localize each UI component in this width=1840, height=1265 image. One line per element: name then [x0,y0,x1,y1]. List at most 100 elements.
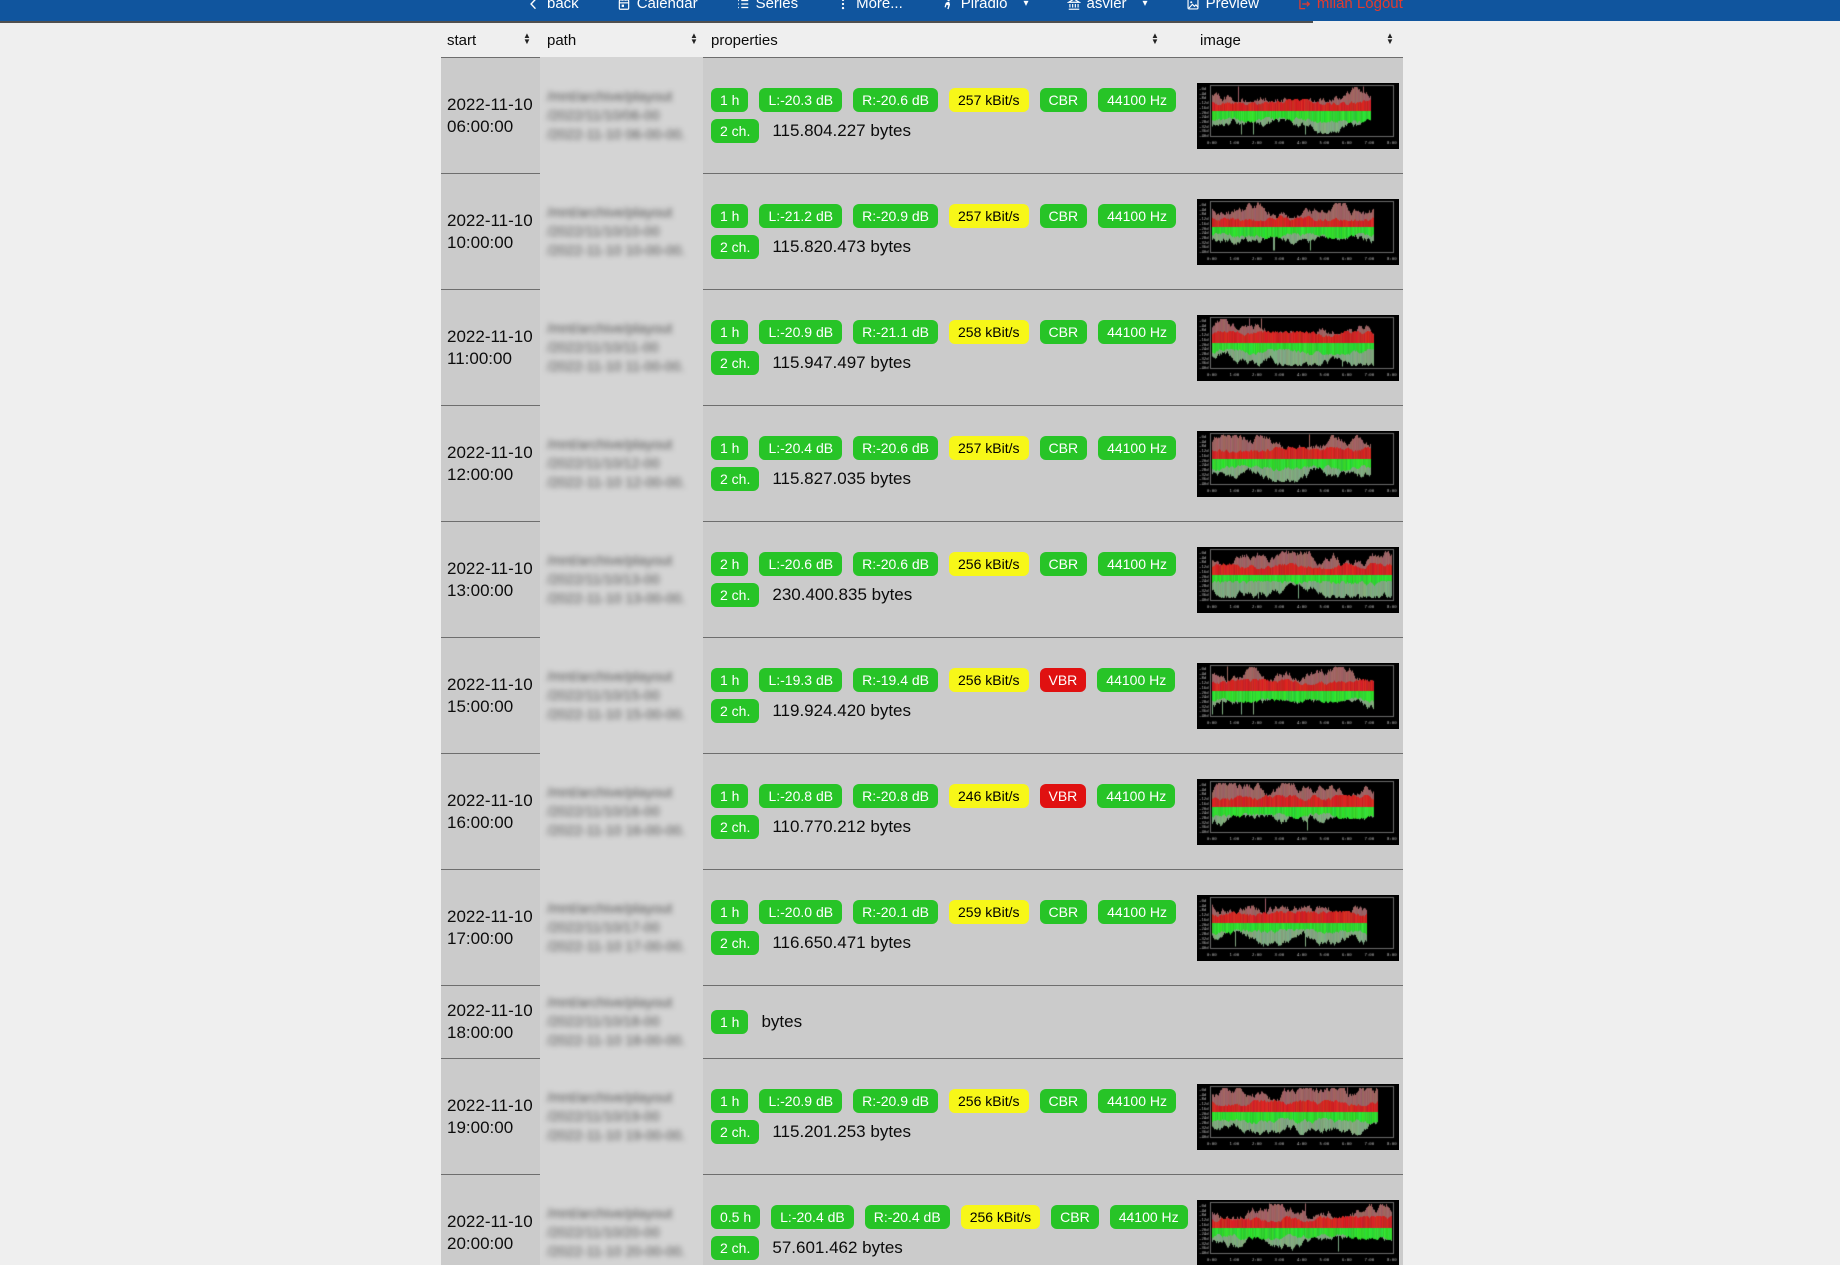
property-badge: 1 h [711,320,749,344]
property-badge: L:-20.4 dB [771,1205,854,1229]
badge-line: 1 h L:-20.9 dB R:-21.1 dB 258 kBit/s CBR 4410… [711,320,1189,344]
waveform-thumbnail[interactable] [1197,662,1399,729]
nav-more-button[interactable]: More... [836,0,903,12]
path-line: /mnt/archive/playout [547,203,673,220]
column-header-properties[interactable]: properties ▲ ▼ [711,23,1189,57]
property-badge: CBR [1039,1089,1088,1113]
path-line: /2022/11/10/13-00 [547,570,660,587]
file-size-bytes: 230.400.835 bytes [772,585,913,604]
nav-preview-button[interactable]: Preview [1186,0,1259,12]
image-cell [1197,290,1403,405]
badge-line: 2 ch. 115.820.473 bytes [711,235,1189,259]
property-badge: L:-20.3 dB [759,88,843,112]
asvier-dropdown-caret-icon[interactable]: ▾ [1142,0,1148,9]
table-row: 2022-11-10 06:00:00 /mnt/archive/playout… [441,57,1403,173]
property-badge: 44100 Hz [1098,88,1176,112]
property-badge: 1 h [711,1010,749,1034]
waveform-thumbnail[interactable] [1197,430,1399,497]
series-list-icon [737,0,748,8]
piradio-dropdown-caret-icon[interactable]: ▾ [1023,0,1029,9]
nav-piradio-menu[interactable]: Piradio [941,0,1008,12]
path-cell-redacted: /mnt/archive/playout /2022/11/10/18-00 /… [540,985,703,1058]
path-line: /2022-11-10 18-00-00. [547,1032,686,1048]
property-badge: CBR [1039,88,1088,112]
badge-line: 2 ch. 110.770.212 bytes [711,815,1189,839]
badge-line: 2 ch. 115.947.497 bytes [711,351,1189,375]
property-badge: R:-21.1 dB [853,320,939,344]
start-date: 2022-11-10 [447,326,533,346]
waveform-thumbnail[interactable] [1197,778,1399,845]
property-badge: 44100 Hz [1109,1205,1188,1229]
property-badge: 2 ch. [711,119,760,143]
path-line: /mnt/archive/playout [547,667,673,684]
start-date: 2022-11-10 [447,94,533,114]
path-line: /mnt/archive/playout [547,435,673,452]
property-badge: 2 ch. [711,351,760,375]
nav-calendar-button[interactable]: Calendar [617,0,698,12]
properties-cell: 1 h L:-20.4 dB R:-20.6 dB 257 kBit/s CBR 4410… [711,406,1189,521]
path-cell-redacted: /mnt/archive/playout /2022/11/10/17-00 /… [540,869,703,985]
badge-line: 1 h bytes [711,1010,1189,1034]
property-badge: 44100 Hz [1098,552,1176,576]
properties-cell: 1 h L:-20.9 dB R:-20.9 dB 256 kBit/s CBR 4410… [711,1059,1189,1174]
badge-line: 2 ch. 116.650.471 bytes [711,931,1189,955]
column-header-image[interactable]: image ▲ ▼ [1200,23,1403,57]
person-icon [944,0,950,9]
path-line: /mnt/archive/playout [547,1204,673,1221]
path-line: /2022-11-10 15-00-00. [547,705,686,722]
path-line: /mnt/archive/playout [547,994,673,1010]
table-row: 2022-11-10 19:00:00 /mnt/archive/playout… [441,1058,1403,1174]
image-cell [1197,638,1403,753]
navbar-items: back Calendar Series More... Piradio ▾ [527,0,1403,21]
nav-more-label: More... [856,0,903,12]
nav-logout-button[interactable]: milan Logout [1297,0,1403,12]
waveform-thumbnail[interactable] [1197,198,1399,265]
waveform-thumbnail[interactable] [1197,1199,1399,1265]
property-badge: 1 h [711,784,749,808]
property-badge: 2 h [711,552,749,576]
property-badge: L:-19.3 dB [759,668,843,692]
nav-logout-label: milan Logout [1316,0,1403,12]
sort-icon: ▲ ▼ [523,31,531,46]
nav-asvier-menu[interactable]: asvier [1066,0,1127,12]
property-badge: CBR [1039,900,1088,924]
path-cell-redacted: /mnt/archive/playout /2022/11/10/12-00 /… [540,405,703,521]
property-badge: 44100 Hz [1097,668,1176,692]
waveform-thumbnail[interactable] [1197,1083,1399,1150]
column-header-start[interactable]: start ▲ ▼ [447,23,540,57]
property-badge: 257 kBit/s [949,436,1029,460]
property-badge: R:-20.4 dB [864,1205,950,1229]
nav-series-button[interactable]: Series [736,0,798,12]
start-time: 12:00:00 [447,464,514,484]
badge-line: 2 ch. 115.804.227 bytes [711,119,1189,143]
path-cell-redacted: /mnt/archive/playout /2022/11/10/20-00 /… [540,1174,703,1265]
nav-back-button[interactable]: back [527,0,579,12]
waveform-thumbnail[interactable] [1197,314,1399,381]
property-badge: R:-20.1 dB [853,900,939,924]
property-badge: L:-20.9 dB [759,1089,843,1113]
waveform-thumbnail[interactable] [1197,546,1399,613]
start-date: 2022-11-10 [447,1001,533,1020]
image-cell [1197,1059,1403,1174]
waveform-thumbnail[interactable] [1197,894,1399,961]
column-header-path[interactable]: path ▲ ▼ [547,23,703,57]
start-cell: 2022-11-10 13:00:00 [447,522,540,637]
file-size-bytes: 115.804.227 bytes [772,121,911,140]
horizontal-scrollbar-thumb[interactable] [0,21,1313,23]
table-row: 2022-11-10 18:00:00 /mnt/archive/playout… [441,985,1403,1058]
property-badge: 44100 Hz [1098,320,1176,344]
path-cell-redacted: /mnt/archive/playout /2022/11/10/11-00 /… [540,289,703,405]
badge-line: 1 h L:-21.2 dB R:-20.9 dB 257 kBit/s CBR 4410… [711,204,1189,228]
path-line: /2022/11/10/20-00 [547,1223,660,1240]
image-cell [1197,870,1403,985]
start-date: 2022-11-10 [447,1095,533,1115]
path-line: /2022-11-10 19-00-00. [547,1126,686,1143]
path-line: /mnt/archive/playout [547,783,673,800]
waveform-thumbnail[interactable] [1197,82,1399,149]
image-cell [1197,406,1403,521]
nav-piradio-label: Piradio [960,0,1008,12]
property-badge: 257 kBit/s [949,204,1029,228]
table-row: 2022-11-10 10:00:00 /mnt/archive/playout… [441,173,1403,289]
logout-icon [1299,0,1311,9]
badge-line: 1 h L:-20.3 dB R:-20.6 dB 257 kBit/s CBR 4410… [711,88,1189,112]
